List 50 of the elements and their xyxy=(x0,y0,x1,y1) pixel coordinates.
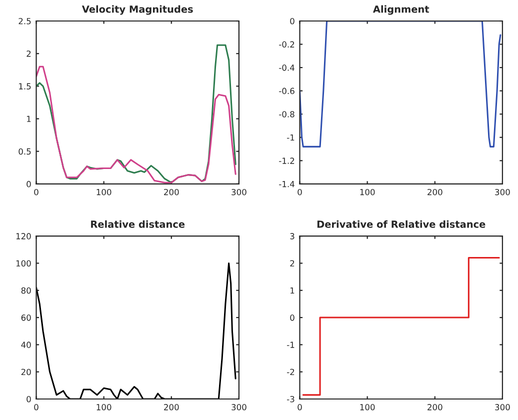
x-tick-label: 300 xyxy=(495,404,510,410)
chart-title: Velocity Magnitudes xyxy=(82,5,193,15)
x-tick-label: 0 xyxy=(34,404,38,410)
y-tick-label: -1.2 xyxy=(279,158,294,164)
x-tick-label: 200 xyxy=(164,404,179,410)
y-tick-label: -3 xyxy=(287,396,294,402)
chart-title: Alignment xyxy=(372,5,430,15)
y-tick-label: 80 xyxy=(21,287,31,294)
y-tick-label: 2 xyxy=(290,260,294,266)
y-tick-label: 40 xyxy=(21,342,31,348)
y-tick-label: 0 xyxy=(290,314,294,321)
y-tick-label: -1 xyxy=(287,342,294,348)
x-tick-label: 0 xyxy=(298,404,302,410)
x-tick-label: 300 xyxy=(232,188,246,196)
y-tick-label: 20 xyxy=(21,368,31,376)
y-tick-label: 0 xyxy=(290,18,294,24)
y-tick-label: 120 xyxy=(16,233,31,240)
y-tick-label: 1 xyxy=(290,287,294,294)
x-tick-label: 200 xyxy=(164,188,179,196)
y-tick-label: -1 xyxy=(287,134,294,141)
y-tick-label: 0 xyxy=(26,396,31,402)
y-tick-label: -2 xyxy=(287,368,294,376)
x-tick-label: 100 xyxy=(360,404,375,410)
y-tick-label: -0.2 xyxy=(279,41,294,48)
chart-title: Derivative of Relative distance xyxy=(317,220,486,228)
line-series xyxy=(36,66,236,184)
x-tick-label: 200 xyxy=(428,404,442,410)
chart-title: Relative distance xyxy=(91,220,185,228)
y-tick-label: 0 xyxy=(26,180,31,188)
x-tick-label: 100 xyxy=(96,188,112,196)
x-tick-label: 300 xyxy=(232,404,246,410)
x-tick-label: 0 xyxy=(298,188,302,196)
y-tick-label: 3 xyxy=(290,233,294,240)
line-series xyxy=(36,262,236,399)
y-tick-label: 1 xyxy=(27,116,31,122)
x-tick-label: 0 xyxy=(34,188,38,196)
y-tick-label: -0.6 xyxy=(279,88,294,94)
x-tick-label: 100 xyxy=(96,404,112,410)
y-tick-label: 2.5 xyxy=(18,18,31,24)
x-tick-label: 100 xyxy=(360,188,375,196)
y-tick-label: 2 xyxy=(26,50,31,57)
y-tick-label: 1.5 xyxy=(19,83,31,90)
y-tick-label: -0.8 xyxy=(279,111,294,118)
y-tick-label: 0.5 xyxy=(18,148,31,155)
x-tick-label: 300 xyxy=(495,188,510,196)
x-tick-label: 200 xyxy=(428,188,442,196)
y-tick-label: -1.4 xyxy=(279,181,294,188)
y-tick-label: 60 xyxy=(21,314,31,321)
y-tick-label: 100 xyxy=(16,260,31,267)
y-tick-label: -0.4 xyxy=(279,64,294,71)
